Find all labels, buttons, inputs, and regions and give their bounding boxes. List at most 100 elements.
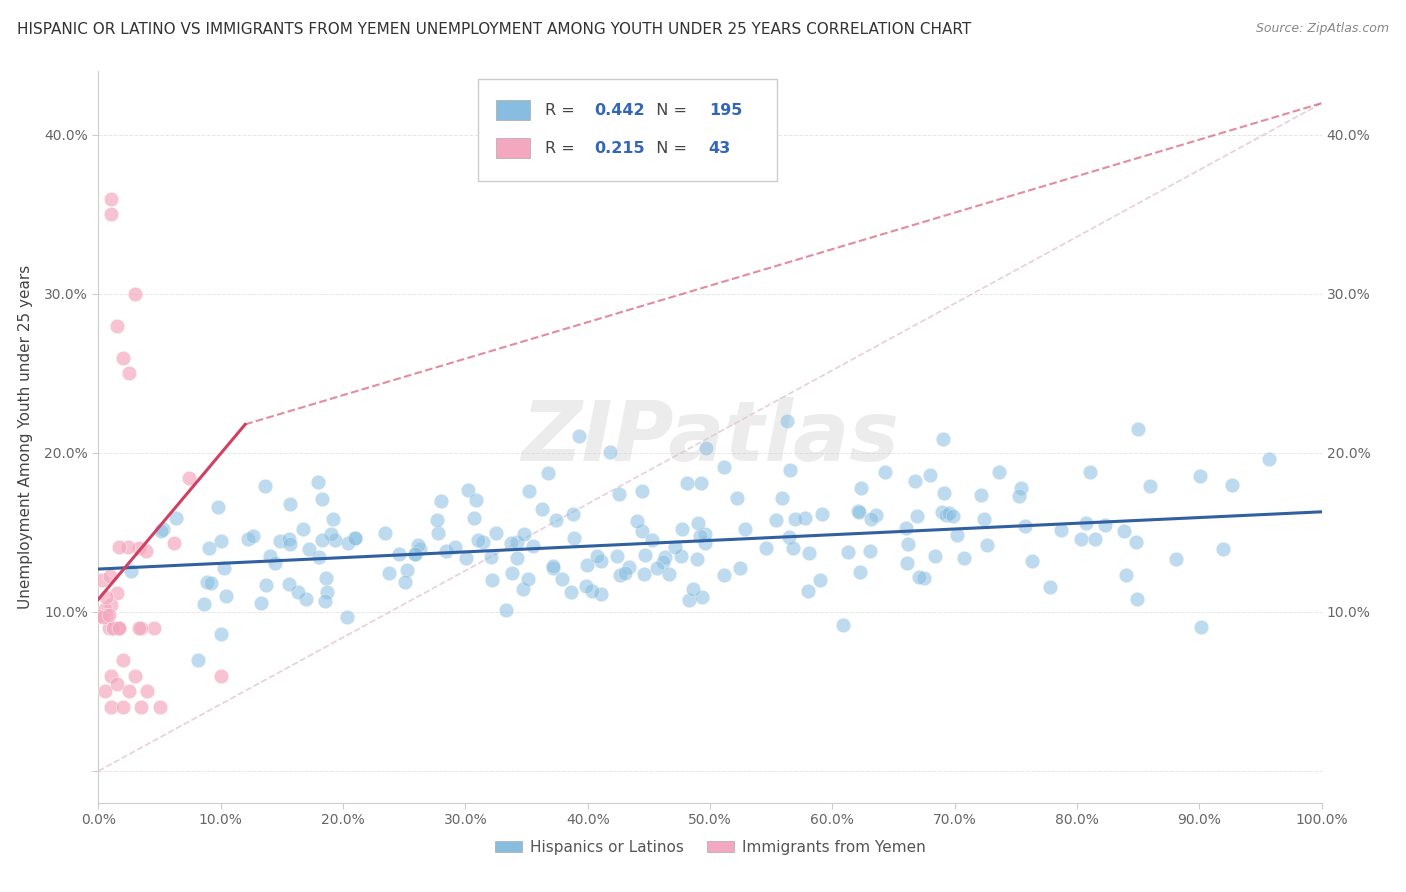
Point xyxy=(537,467,560,481)
Point xyxy=(606,549,628,563)
Point xyxy=(111,653,134,667)
Point xyxy=(562,531,585,545)
Point xyxy=(212,560,235,574)
Point xyxy=(98,608,121,623)
Point xyxy=(782,541,804,555)
Point xyxy=(543,558,565,573)
Point xyxy=(776,414,799,428)
Point xyxy=(897,537,920,551)
Point xyxy=(859,543,882,558)
Point xyxy=(541,561,564,575)
Point xyxy=(550,572,572,586)
Point xyxy=(607,487,630,501)
Point xyxy=(163,535,186,549)
Point xyxy=(269,533,291,548)
Point xyxy=(118,684,141,698)
Point xyxy=(575,558,598,573)
Point xyxy=(90,573,112,587)
Point xyxy=(100,207,122,221)
Point xyxy=(278,497,301,511)
Point xyxy=(454,550,477,565)
Point xyxy=(1021,554,1043,568)
Point xyxy=(427,525,450,540)
Point xyxy=(128,541,150,556)
Point xyxy=(481,574,503,588)
Point xyxy=(207,500,229,514)
Point xyxy=(277,576,299,591)
Point xyxy=(765,513,787,527)
Point xyxy=(671,522,693,536)
Point xyxy=(695,527,717,541)
Point xyxy=(409,541,432,556)
Point xyxy=(259,549,281,563)
Point xyxy=(124,668,146,682)
Point xyxy=(506,535,529,549)
Point xyxy=(831,618,853,632)
Point xyxy=(585,549,607,564)
Point xyxy=(931,505,953,519)
Text: N =: N = xyxy=(647,141,693,156)
Point xyxy=(336,610,359,624)
Point xyxy=(671,549,693,563)
Point xyxy=(107,621,129,635)
Point xyxy=(912,571,935,585)
Point xyxy=(404,547,426,561)
Point xyxy=(291,522,314,536)
Point xyxy=(599,445,621,459)
Point xyxy=(298,541,321,556)
Point xyxy=(117,540,139,554)
Point xyxy=(865,508,887,522)
Point xyxy=(165,510,187,524)
Point xyxy=(1094,518,1116,533)
Point xyxy=(976,538,998,552)
Point xyxy=(1084,532,1107,546)
Point xyxy=(689,529,711,543)
Point xyxy=(436,544,458,558)
Point xyxy=(808,574,831,588)
Point xyxy=(630,484,652,499)
Point xyxy=(198,541,221,555)
Point xyxy=(495,603,517,617)
Text: Source: ZipAtlas.com: Source: ZipAtlas.com xyxy=(1256,22,1389,36)
Point xyxy=(118,367,141,381)
Text: ZIPatlas: ZIPatlas xyxy=(522,397,898,477)
Point xyxy=(793,511,815,525)
Point xyxy=(94,590,117,604)
Point xyxy=(344,531,367,545)
Text: R =: R = xyxy=(546,103,579,118)
FancyBboxPatch shape xyxy=(496,138,530,159)
Point xyxy=(103,621,125,635)
Point xyxy=(129,621,152,635)
Point xyxy=(970,487,993,501)
Point xyxy=(938,506,960,520)
Point xyxy=(875,465,897,479)
Point xyxy=(374,525,396,540)
Text: HISPANIC OR LATINO VS IMMIGRANTS FROM YEMEN UNEMPLOYMENT AMONG YOUTH UNDER 25 YE: HISPANIC OR LATINO VS IMMIGRANTS FROM YE… xyxy=(17,22,972,37)
Point xyxy=(277,532,299,546)
Point xyxy=(640,533,662,547)
Point xyxy=(108,621,131,635)
Point xyxy=(1115,568,1137,582)
Point xyxy=(479,549,502,564)
Point xyxy=(755,541,778,556)
Point xyxy=(1010,481,1032,495)
Point xyxy=(516,572,538,586)
Text: 43: 43 xyxy=(709,141,731,156)
Point xyxy=(100,668,122,682)
Y-axis label: Unemployment Among Youth under 25 years: Unemployment Among Youth under 25 years xyxy=(18,265,32,609)
Point xyxy=(254,578,277,592)
Point xyxy=(187,653,209,667)
Point xyxy=(631,524,654,539)
Point xyxy=(209,668,232,682)
Point xyxy=(406,538,429,552)
Point xyxy=(924,549,946,564)
Text: 0.442: 0.442 xyxy=(593,103,644,118)
Point xyxy=(463,511,485,525)
Point xyxy=(250,596,273,610)
Point xyxy=(444,540,467,554)
Point xyxy=(734,523,756,537)
Point xyxy=(560,585,582,599)
Point xyxy=(682,582,704,596)
Point xyxy=(394,575,416,590)
Point xyxy=(678,593,700,607)
